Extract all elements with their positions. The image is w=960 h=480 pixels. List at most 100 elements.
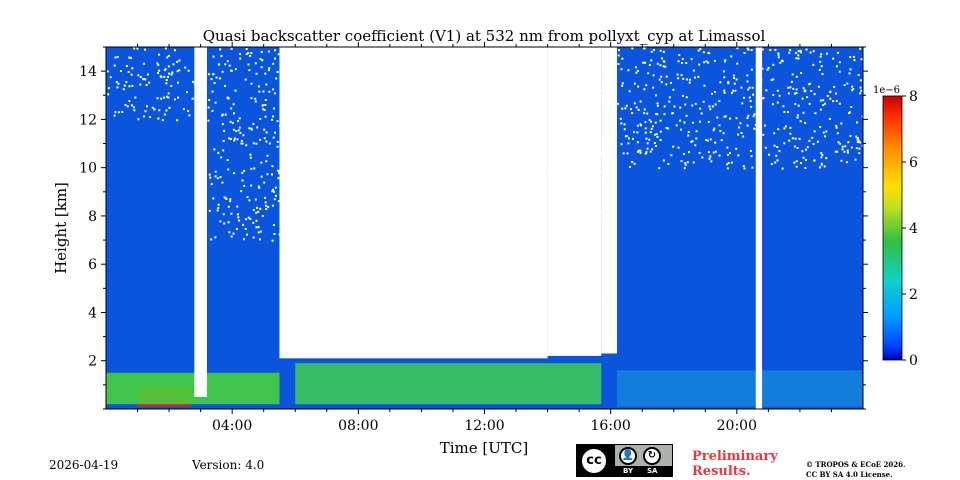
share-alike-icon: ↻	[643, 447, 661, 465]
noise-speck	[271, 165, 274, 168]
noise-speck	[221, 113, 224, 116]
noise-speck	[750, 49, 753, 52]
noise-speck	[216, 209, 219, 212]
noise-speck	[165, 82, 168, 85]
noise-speck	[783, 110, 786, 113]
noise-speck	[646, 147, 649, 150]
noise-speck	[547, 185, 550, 188]
noise-speck	[828, 118, 831, 121]
noise-speck	[825, 157, 828, 160]
noise-speck	[599, 297, 602, 300]
noise-speck	[573, 137, 576, 140]
noise-speck	[804, 166, 807, 169]
noise-speck	[132, 106, 135, 109]
noise-speck	[252, 209, 255, 212]
noise-speck	[750, 155, 753, 158]
noise-speck	[550, 62, 553, 65]
noise-speck	[649, 150, 652, 153]
noise-speck	[762, 133, 765, 136]
noise-speck	[171, 71, 174, 74]
noise-speck	[855, 135, 858, 138]
noise-speck	[242, 134, 245, 137]
noise-speck	[630, 108, 633, 111]
noise-speck	[549, 186, 552, 189]
noise-speck	[684, 163, 687, 166]
noise-speck	[605, 260, 608, 263]
noise-speck	[589, 188, 592, 191]
noise-speck	[580, 154, 583, 157]
noise-speck	[597, 164, 600, 167]
noise-speck	[242, 223, 245, 226]
noise-speck	[711, 92, 714, 95]
noise-speck	[549, 254, 552, 257]
noise-speck	[633, 131, 636, 134]
noise-speck	[216, 177, 219, 180]
noise-speck	[624, 107, 627, 110]
noise-speck	[794, 92, 797, 95]
noise-speck	[636, 150, 639, 153]
noise-speck	[224, 113, 227, 116]
noise-speck	[573, 100, 576, 103]
noise-speck	[746, 124, 749, 127]
noise-speck	[761, 48, 764, 51]
noise-speck	[756, 95, 759, 98]
noise-speck	[776, 89, 779, 92]
noise-speck	[555, 248, 558, 251]
noise-speck	[559, 223, 562, 226]
noise-speck	[596, 144, 599, 147]
noise-speck	[860, 89, 863, 92]
noise-speck	[740, 131, 743, 134]
noise-speck	[210, 238, 213, 241]
noise-speck	[683, 167, 686, 170]
noise-speck	[583, 121, 586, 124]
noise-speck	[627, 69, 630, 72]
noise-speck	[677, 60, 680, 63]
noise-speck	[573, 289, 576, 292]
y-tick-label: 14	[79, 64, 97, 80]
noise-speck	[825, 130, 828, 133]
noise-speck	[158, 109, 161, 112]
noise-speck	[213, 82, 216, 85]
noise-speck	[151, 106, 154, 109]
noise-speck	[608, 260, 611, 263]
noise-speck	[644, 121, 647, 124]
noise-speck	[550, 249, 553, 252]
noise-speck	[220, 156, 223, 159]
noise-speck	[855, 121, 858, 124]
noise-speck	[690, 140, 693, 143]
noise-speck	[601, 179, 604, 182]
noise-speck	[559, 193, 562, 196]
noise-speck	[777, 56, 780, 59]
noise-speck	[649, 120, 652, 123]
noise-speck	[787, 92, 790, 95]
noise-speck	[272, 88, 275, 91]
noise-speck	[794, 137, 797, 140]
noise-speck	[722, 132, 725, 135]
noise-speck	[572, 236, 575, 239]
copyright-line-2: CC BY SA 4.0 License.	[806, 470, 893, 479]
noise-speck	[750, 105, 753, 108]
noise-speck	[639, 124, 642, 127]
noise-speck	[184, 66, 187, 69]
noise-speck	[753, 127, 756, 130]
noise-speck	[548, 58, 551, 61]
noise-speck	[735, 147, 738, 150]
noise-speck	[579, 235, 582, 238]
noise-speck	[173, 49, 176, 52]
noise-speck	[856, 138, 859, 141]
noise-speck	[660, 75, 663, 78]
noise-speck	[627, 137, 630, 140]
noise-speck	[728, 152, 731, 155]
noise-speck	[277, 200, 280, 203]
noise-speck	[659, 139, 662, 142]
noise-speck	[167, 96, 170, 99]
noise-speck	[243, 169, 246, 172]
noise-speck	[267, 205, 270, 208]
noise-speck	[806, 146, 809, 149]
noise-speck	[608, 200, 611, 203]
noise-speck	[687, 134, 690, 137]
noise-speck	[636, 69, 639, 72]
noise-speck	[754, 123, 757, 126]
noise-speck	[245, 53, 248, 56]
noise-speck	[563, 123, 566, 126]
